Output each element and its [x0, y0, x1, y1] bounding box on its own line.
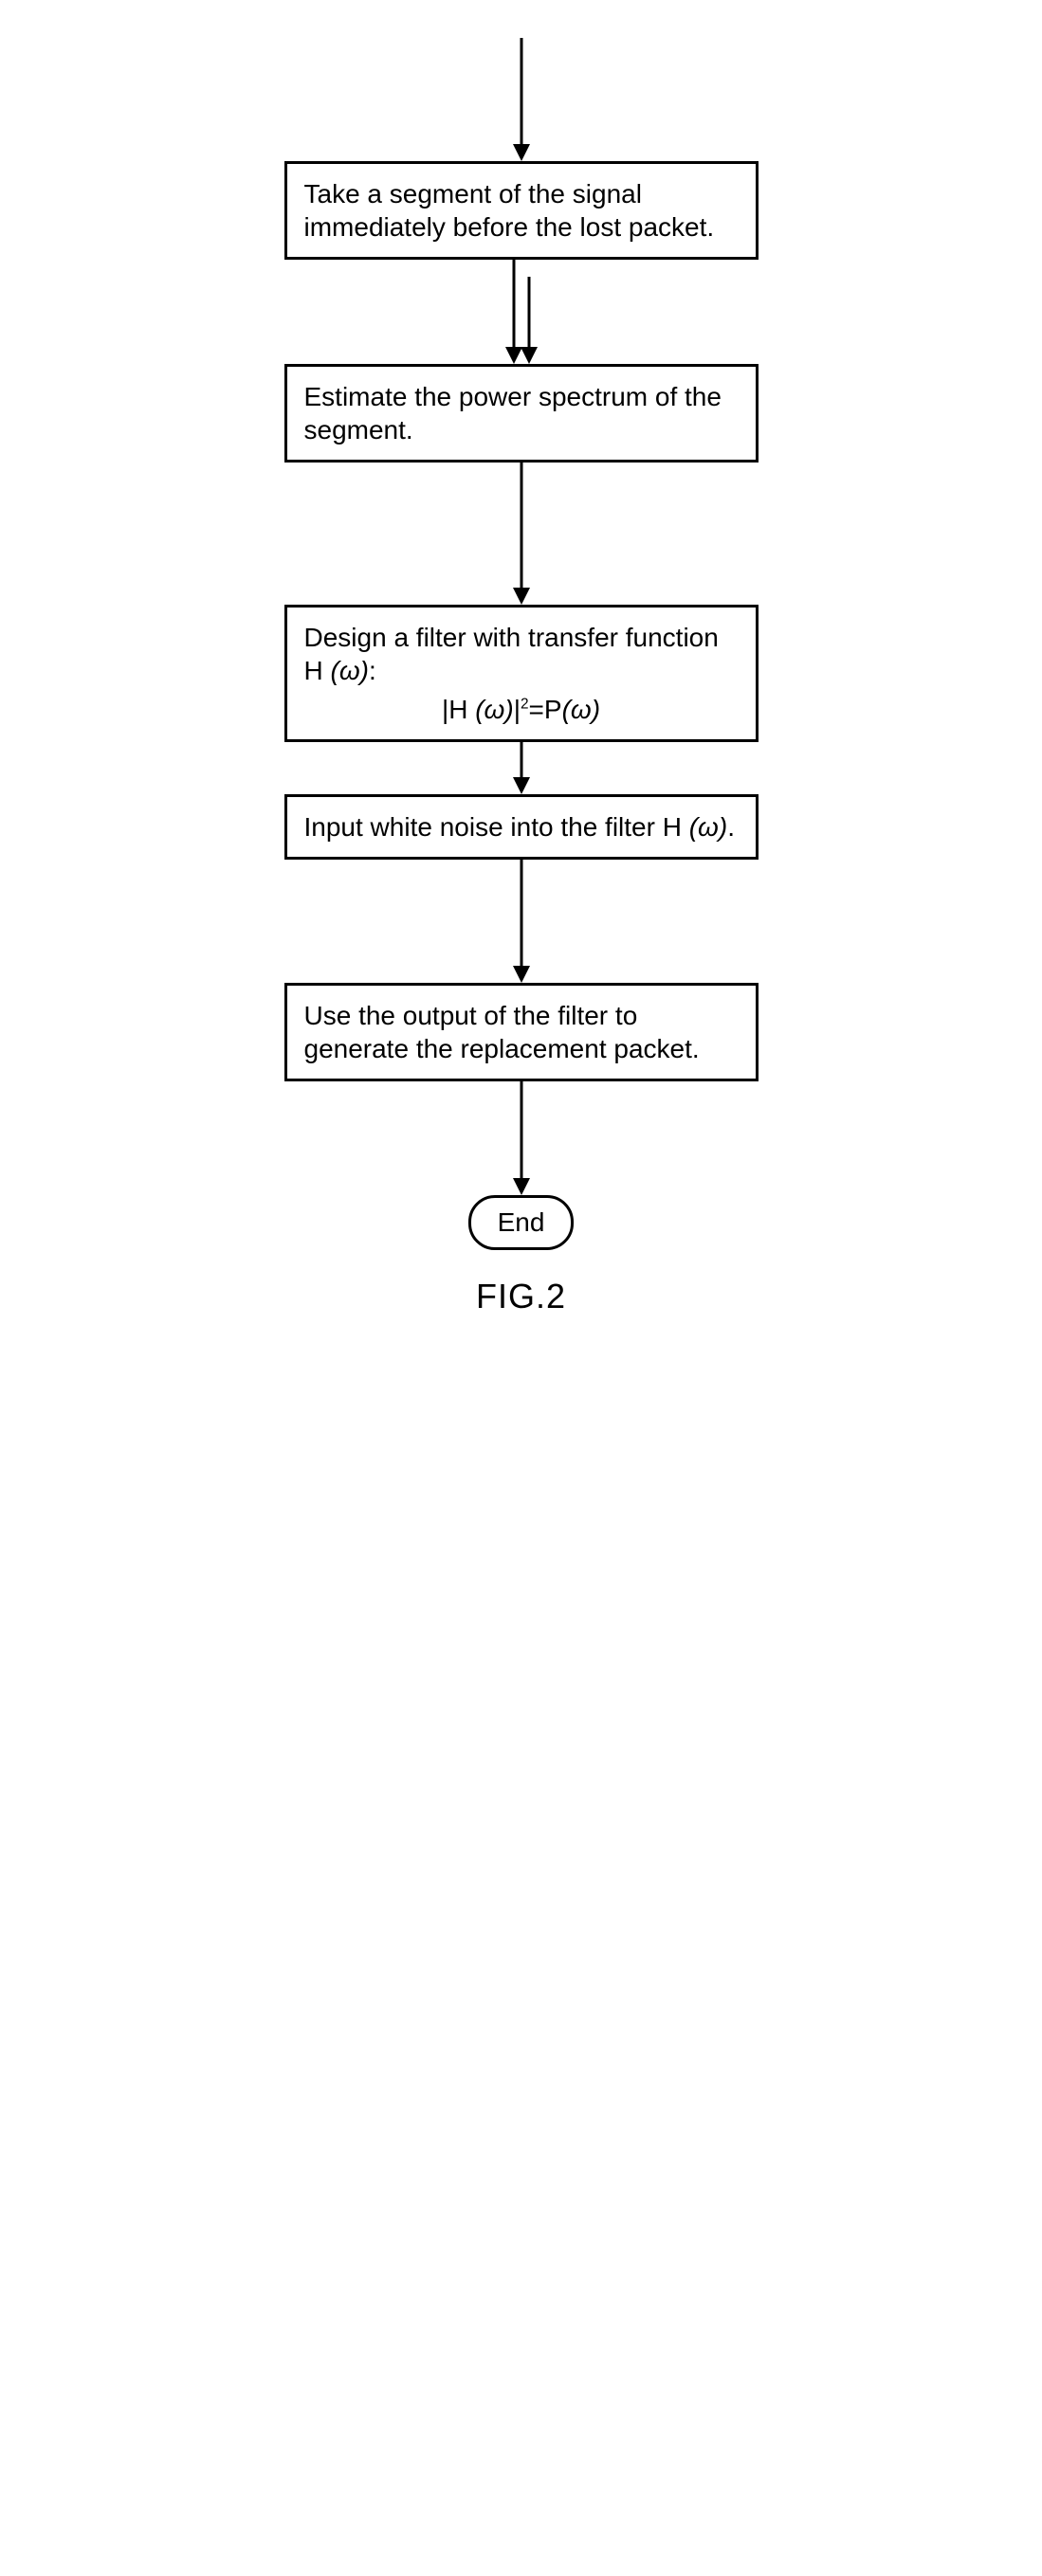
arrow-5 — [507, 1081, 536, 1195]
step-3-line1: Design a filter with transfer function H… — [304, 623, 719, 685]
step-4-omega: (ω) — [682, 812, 727, 842]
flowchart-container: Take a segment of the signal immediately… — [256, 38, 787, 1316]
step-2-box: Estimate the power spectrum of the segme… — [284, 364, 759, 463]
arrow-4 — [507, 860, 536, 983]
end-terminator: End — [468, 1195, 575, 1250]
step-3-omega: (ω) — [323, 656, 369, 685]
step-5-text: Use the output of the filter to generate… — [304, 1001, 700, 1063]
arrow-1-double — [498, 260, 545, 364]
step-1-box: Take a segment of the signal immediately… — [284, 161, 759, 260]
step-1-text: Take a segment of the signal immediately… — [304, 179, 715, 242]
figure-label: FIG.2 — [476, 1277, 566, 1316]
formula-omega1: (ω) — [467, 695, 513, 724]
step-2-text: Estimate the power spectrum of the segme… — [304, 382, 722, 444]
arrow-in — [507, 38, 536, 161]
step-3-colon: : — [369, 656, 376, 685]
step-4-prefix: Input white noise into the filter H — [304, 812, 682, 842]
formula-bar-open: |H — [442, 695, 468, 724]
formula-exp: 2 — [521, 697, 529, 713]
step-5-box: Use the output of the filter to generate… — [284, 983, 759, 1081]
arrow-2 — [507, 463, 536, 605]
arrow-3 — [507, 742, 536, 794]
end-label: End — [498, 1207, 545, 1237]
step-3-formula: |H (ω)|2=P(ω) — [304, 693, 739, 726]
step-3-box: Design a filter with transfer function H… — [284, 605, 759, 742]
step-4-box: Input white noise into the filter H (ω). — [284, 794, 759, 860]
formula-Pomega: (ω) — [562, 695, 600, 724]
formula-eq: =P — [529, 695, 562, 724]
formula-bar-close: | — [514, 695, 521, 724]
step-4-period: . — [727, 812, 735, 842]
